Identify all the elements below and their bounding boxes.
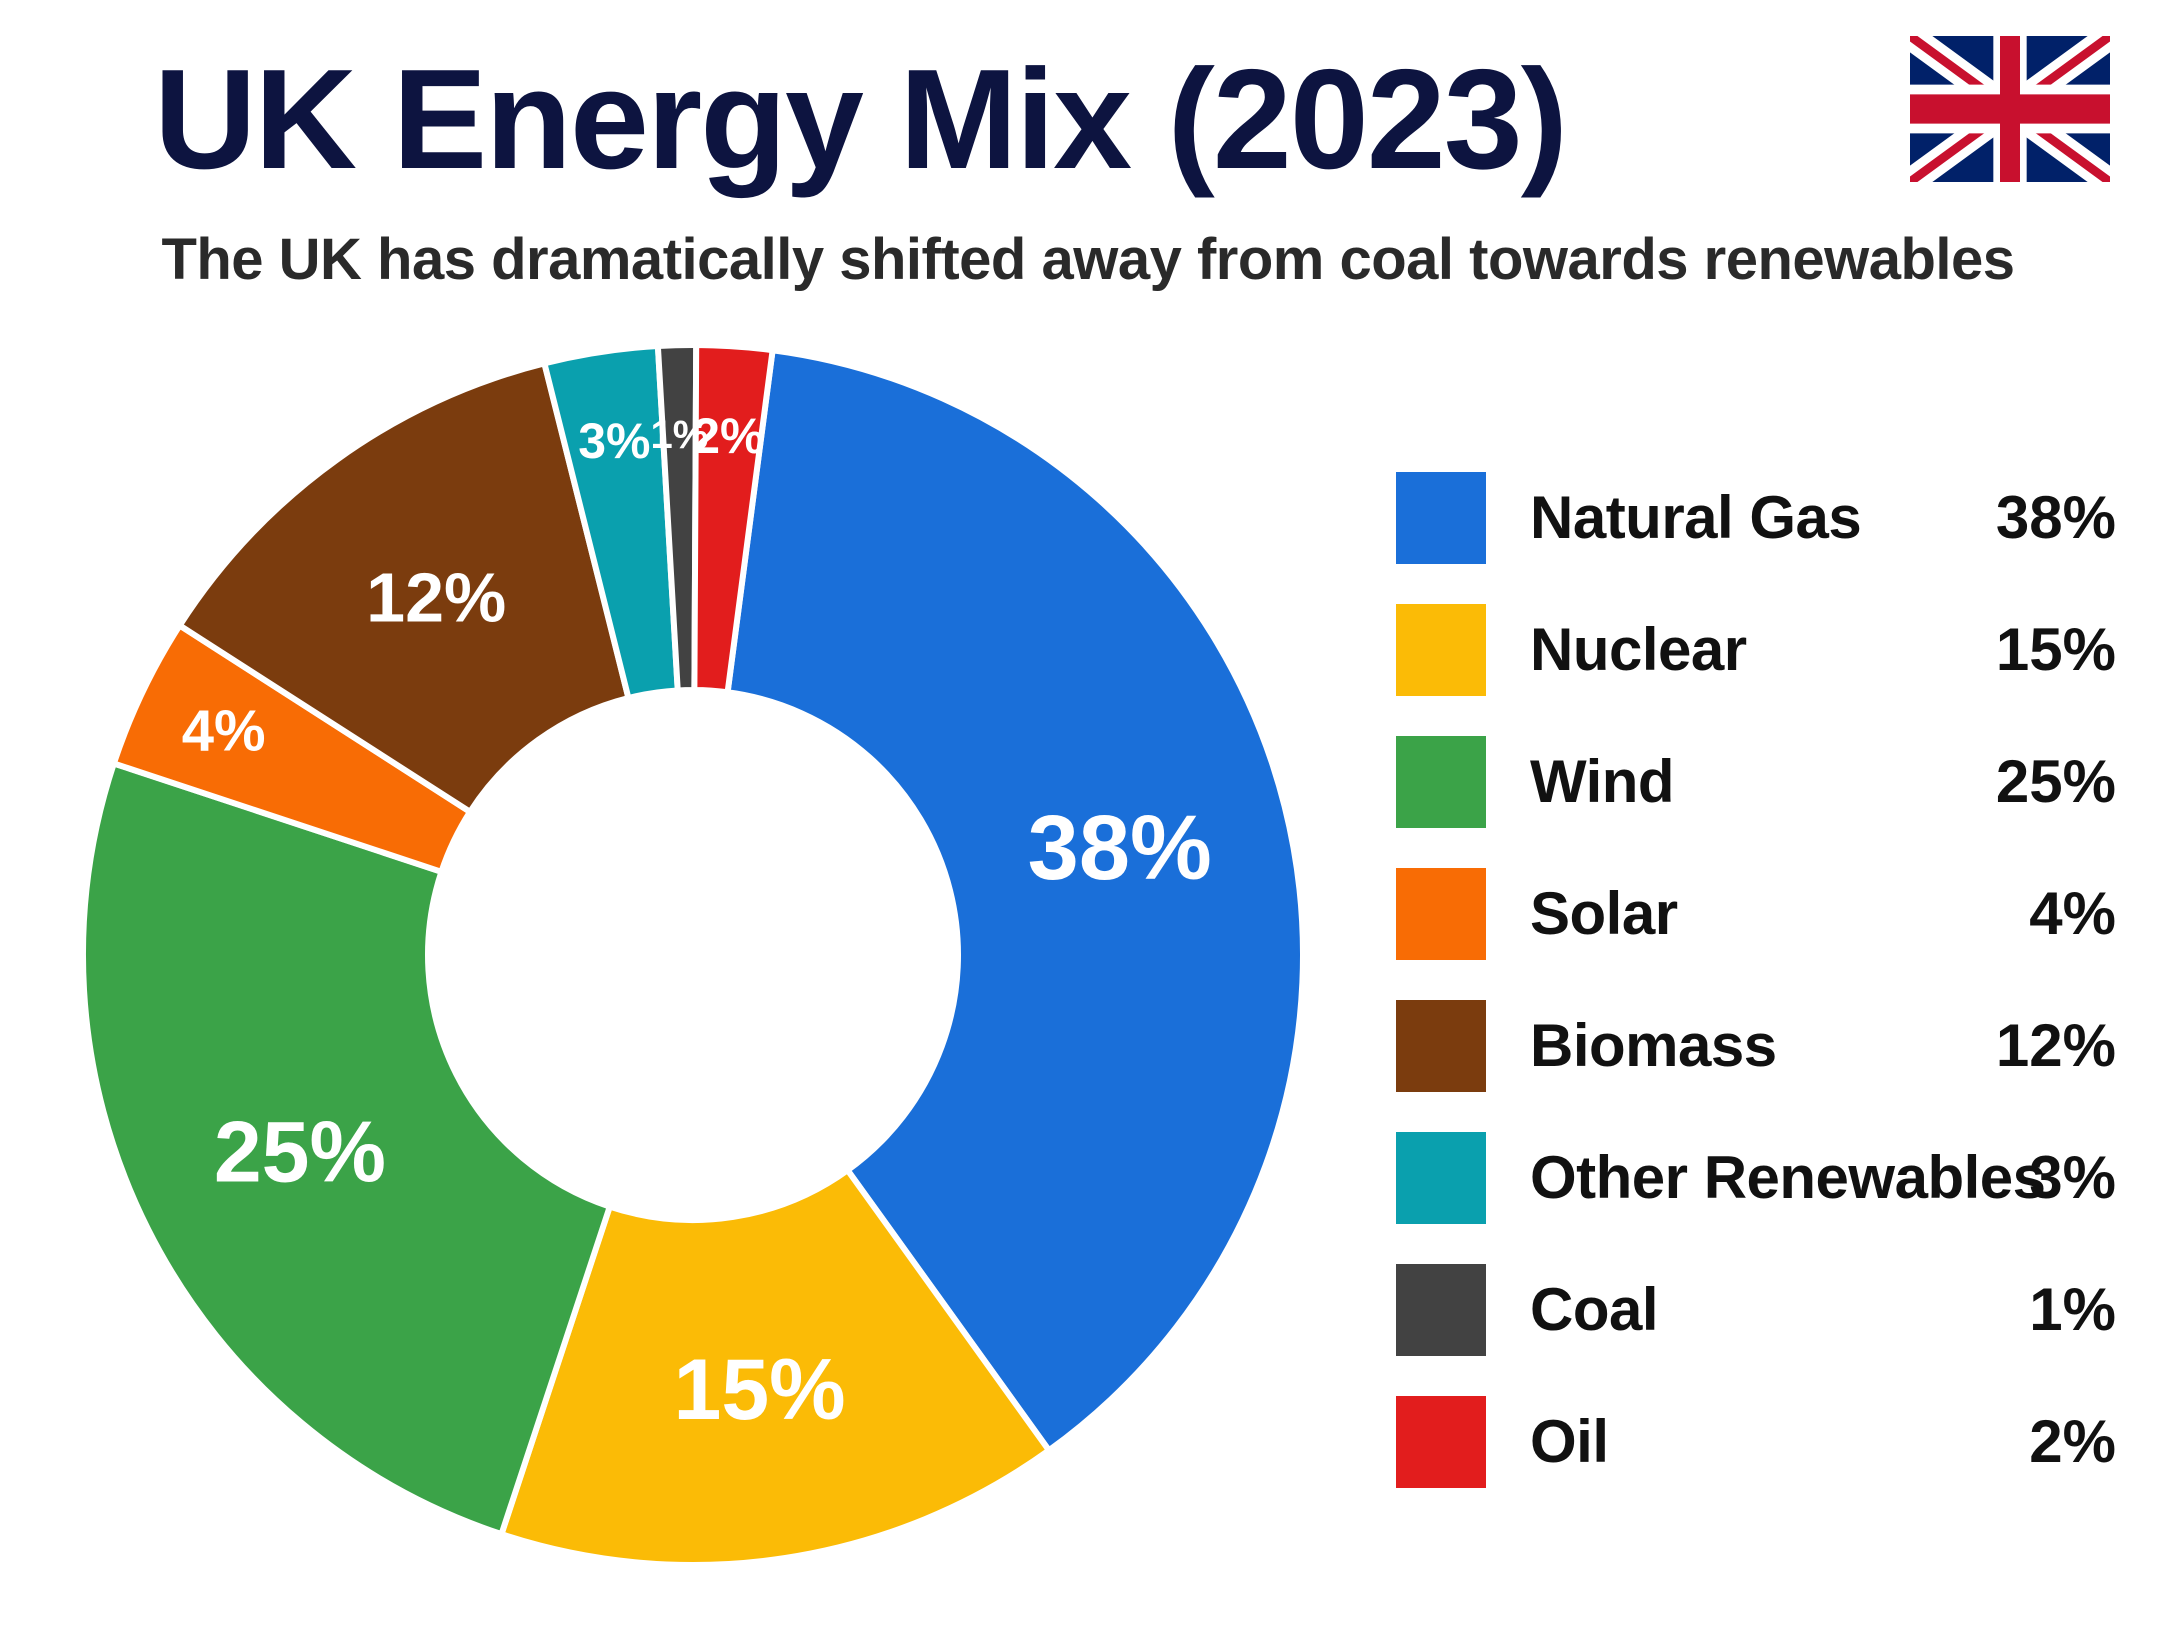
legend-item-natural-gas: Natural Gas 38% [1396,472,2116,604]
legend-item-solar: Solar 4% [1396,868,2116,1000]
legend-swatch [1396,736,1486,828]
legend-value: 3% [2029,1144,2116,1211]
slice-biomass [176,360,632,815]
legend-value: 12% [1995,1012,2116,1079]
slice-label-coal: 1% [650,413,708,457]
legend-value: 1% [2029,1276,2116,1343]
legend-value: 15% [1995,616,2116,683]
slice-label-oil: 2% [692,408,764,464]
legend-swatch [1396,868,1486,960]
legend-label: Wind [1530,748,1675,815]
legend-swatch [1396,1396,1486,1488]
slice-oil [691,342,776,696]
legend-label: Biomass [1530,1012,1777,1079]
legend-value: 38% [1995,484,2116,551]
legend-label: Solar [1530,880,1678,947]
chart-subtitle: The UK has dramatically shifted away fro… [161,227,2015,292]
legend-item-coal: Coal 1% [1396,1264,2116,1396]
slice-nuclear [498,1167,1052,1568]
legend-item-oil: Oil 2% [1396,1396,2116,1528]
uk-flag-icon [1910,36,2110,182]
legend-swatch [1396,472,1486,564]
donut-chart: 38% 15% 25% 4% 12% 3% 1%2% [80,342,1306,1568]
legend-swatch [1396,1132,1486,1224]
slice-label-other-renewables: 3% [578,413,650,469]
legend-swatch [1396,604,1486,696]
slice-label-wind: 25% [214,1105,386,1201]
legend-label: Coal [1530,1276,1659,1343]
legend-label: Other Renewables [1530,1144,2046,1211]
legend-label: Nuclear [1530,616,1747,683]
slice-label-natural-gas: 38% [1028,797,1212,899]
legend-label: Natural Gas [1530,484,1862,551]
slice-label-biomass: 12% [366,559,506,637]
legend: Natural Gas 38% Nuclear 15% Wind 25% Solar 4% Bi… [1396,472,2116,1528]
slice-wind [80,760,613,1538]
legend-swatch [1396,1000,1486,1092]
slice-label-solar: 4% [182,699,266,764]
legend-item-other-renewables: Other Renewables 3% [1396,1132,2116,1264]
slice-label-nuclear: 15% [673,1342,845,1438]
legend-value: 2% [2029,1408,2116,1475]
legend-item-wind: Wind 25% [1396,736,2116,868]
legend-item-nuclear: Nuclear 15% [1396,604,2116,736]
legend-value: 25% [1995,748,2116,815]
legend-item-biomass: Biomass 12% [1396,1000,2116,1132]
legend-swatch [1396,1264,1486,1356]
legend-label: Oil [1530,1408,1609,1475]
slice-natural-gas [724,347,1306,1454]
legend-value: 4% [2029,880,2116,947]
chart-title: UK Energy Mix (2023) [153,40,1568,199]
